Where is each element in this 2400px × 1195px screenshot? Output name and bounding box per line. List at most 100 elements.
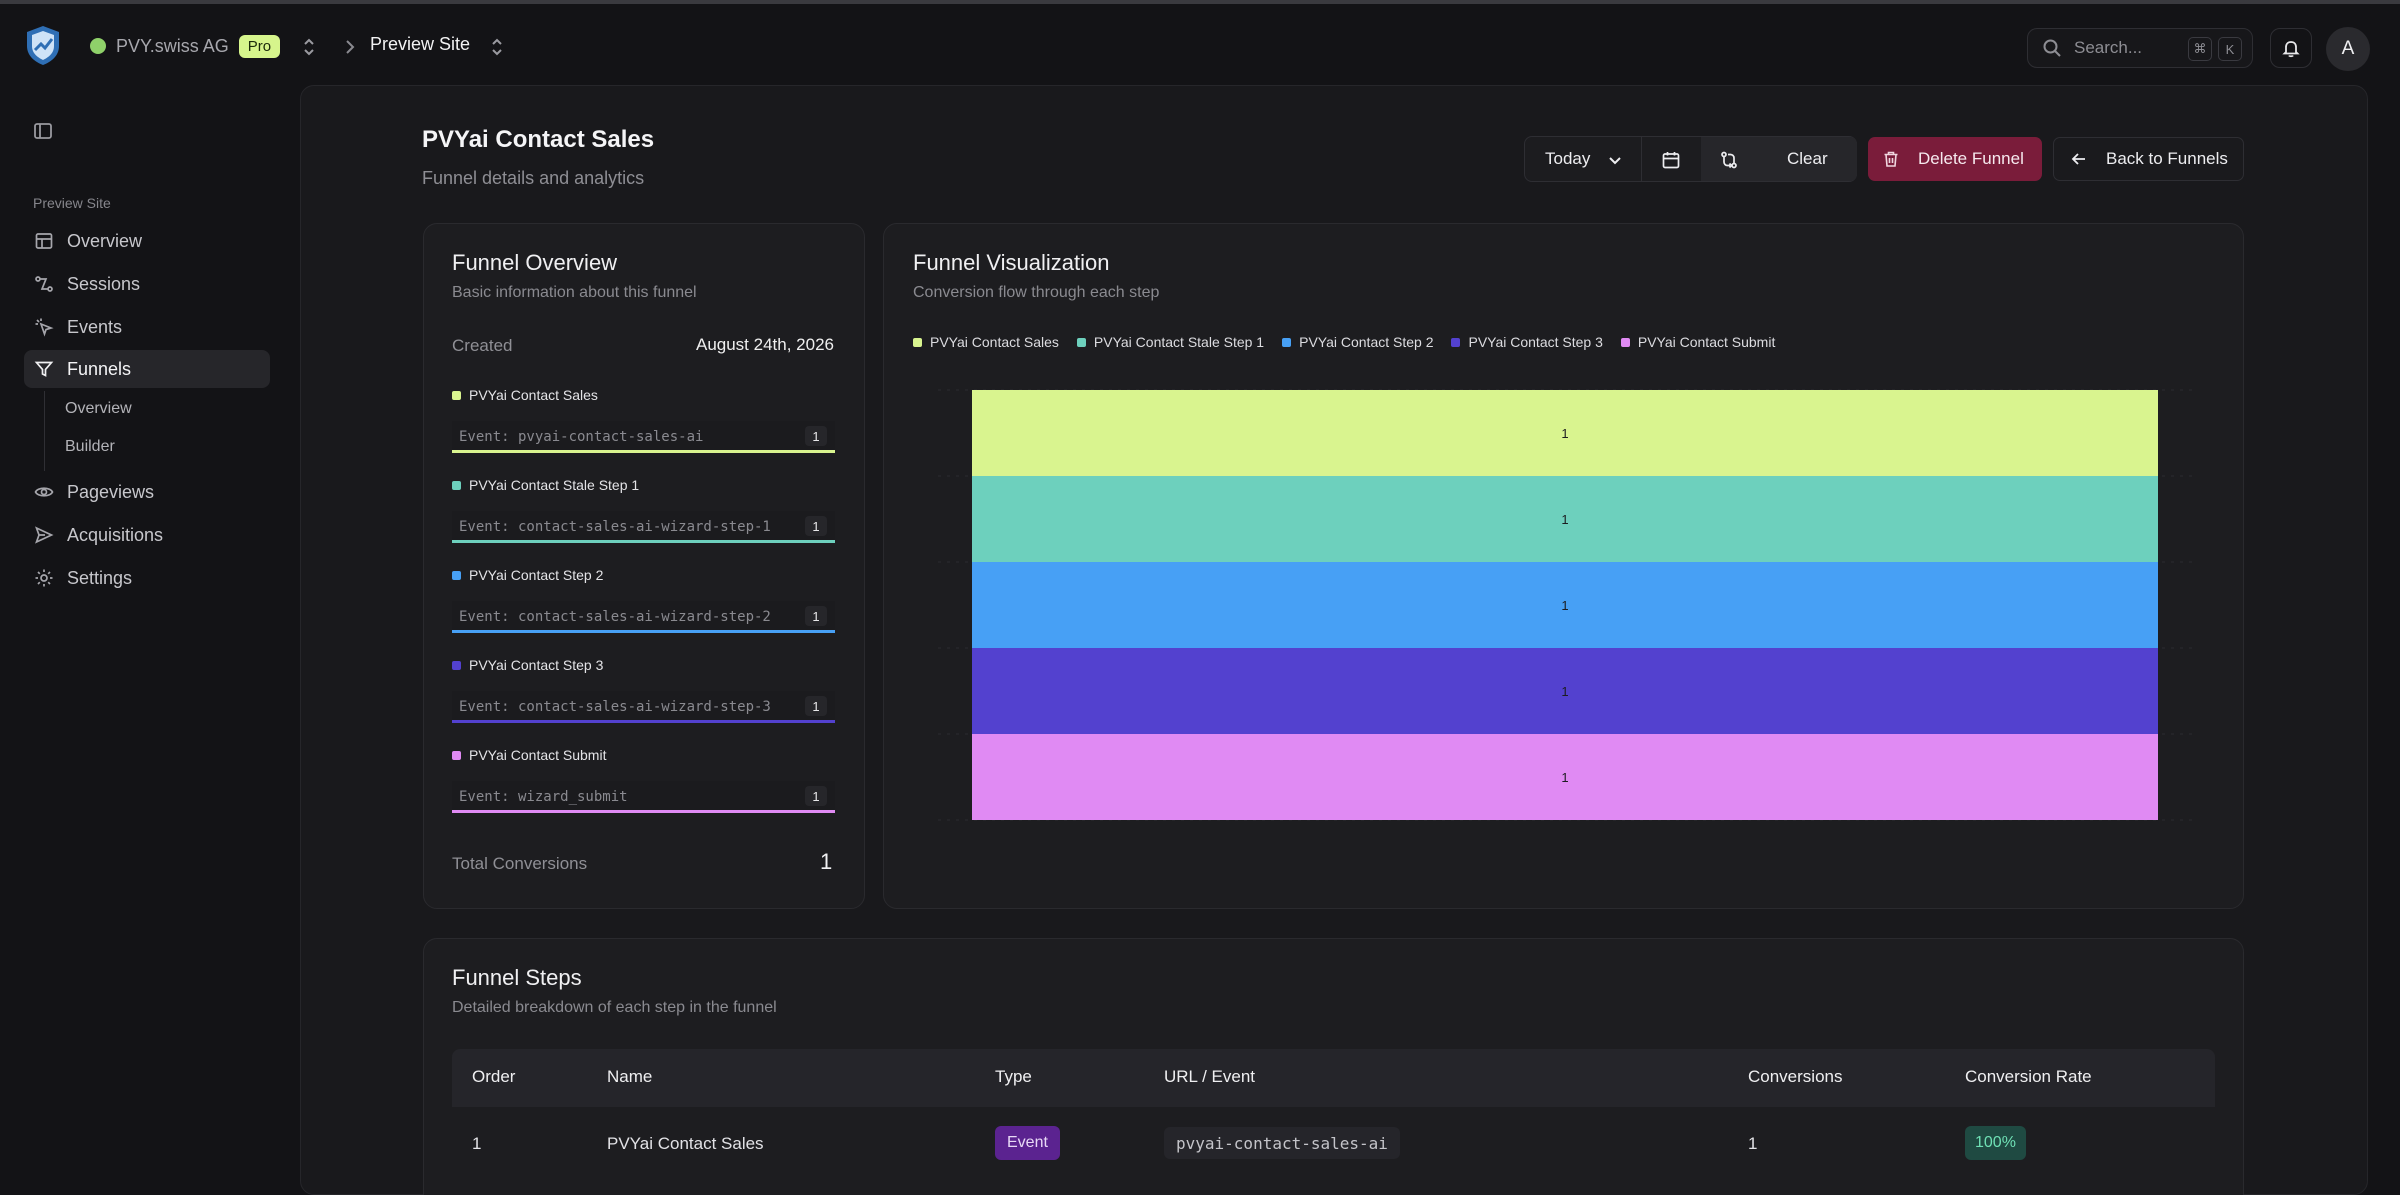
overview-step-5-event: Event: wizard_submit 1 [452,781,835,813]
legend-item[interactable]: PVYai Contact Submit [1620,334,1775,350]
send-icon [35,526,54,544]
steps-title: Funnel Steps [452,965,582,990]
sidebar-item-overview[interactable]: Overview [24,222,270,260]
date-range-select[interactable]: Today [1545,149,1591,168]
app-logo-icon[interactable] [24,24,62,66]
chart-bar-segment[interactable] [972,390,2158,476]
column-header-url-event[interactable]: URL / Event [1164,1067,1256,1086]
delete-funnel-label: Delete Funnel [1918,149,2024,168]
overview-title: Funnel Overview [452,250,618,275]
sidebar-item-events[interactable]: Events [24,308,270,346]
step-event-text: Event: wizard_submit [459,789,628,805]
row-url-event: pvyai-contact-sales-ai [1164,1127,1400,1159]
row-conversions: 1 [1748,1134,1758,1153]
overview-step-3-event: Event: contact-sales-ai-wizard-step-2 1 [452,601,835,633]
sidebar-toggle-icon[interactable] [33,121,53,141]
created-value: August 24th, 2026 [695,335,834,354]
org-chevron-updown-icon[interactable] [300,34,318,60]
legend-item[interactable]: PVYai Contact Step 3 [1451,334,1603,350]
step-count: 1 [805,606,827,626]
search-placeholder: Search... [2074,38,2143,57]
funnel-icon [34,361,54,377]
org-status-dot [90,38,106,54]
page-title: PVYai Contact Sales [422,126,655,153]
step-name: PVYai Contact Submit [469,747,607,763]
chart-bar-segment[interactable] [972,648,2158,734]
top-bar: PVY.swiss AG Pro Preview Site Search... … [0,4,2400,82]
column-header-type[interactable]: Type [995,1067,1032,1086]
chart-bar-segment[interactable] [972,562,2158,648]
sidebar-item-pageviews[interactable]: Pageviews [24,473,270,511]
sidebar-item-sessions[interactable]: Sessions [24,265,270,303]
back-to-funnels-button[interactable]: Back to Funnels [2053,137,2244,181]
legend-swatch [1282,337,1292,347]
sidebar-item-label: Overview [67,230,143,251]
site-name[interactable]: Preview Site [370,34,471,54]
org-switcher[interactable]: PVY.swiss AG Pro [90,32,281,60]
site-chevron-updown-icon[interactable] [488,34,506,60]
chart-data-label: 1 [1561,770,1568,785]
total-conversions-label: Total Conversions [452,854,588,873]
page-subtitle: Funnel details and analytics [422,168,645,188]
row-conversion-rate-badge: 100% [1965,1126,2026,1160]
delete-funnel-button[interactable]: Delete Funnel [1868,137,2042,181]
chart-data-label: 1 [1561,426,1568,441]
compare-clear-group [1701,137,1857,181]
step-name: PVYai Contact Step 3 [469,657,604,673]
calendar-icon[interactable] [1661,150,1681,170]
column-header-conversion-rate[interactable]: Conversion Rate [1965,1067,2092,1086]
overview-step-1-name: PVYai Contact Sales [452,387,598,403]
row-order: 1 [472,1134,482,1153]
clear-button[interactable]: Clear [1787,149,1828,168]
overview-step-2-event: Event: contact-sales-ai-wizard-step-1 1 [452,511,835,543]
back-to-funnels-label: Back to Funnels [2106,149,2228,168]
sidebar-item-acquisitions[interactable]: Acquisitions [24,516,270,554]
step-color-swatch [452,750,461,760]
bell-icon [2282,41,2300,58]
step-color-swatch [452,570,461,580]
arrow-left-icon [2071,153,2085,165]
step-color-swatch [452,390,461,400]
column-header-conversions[interactable]: Conversions [1748,1067,1843,1086]
sidebar-item-label: Settings [67,567,133,588]
trash-icon [1884,151,1898,167]
legend-swatch [1620,337,1630,347]
legend-swatch [1451,337,1461,347]
chart-bar-segment[interactable] [972,476,2158,562]
overview-step-5-name: PVYai Contact Submit [452,747,606,763]
date-toolbar: Today Clear [1524,136,1857,182]
cursor-click-icon [35,318,54,337]
funnel-chart: 1 1 1 1 1 [938,389,2192,821]
column-header-name[interactable]: Name [607,1067,653,1086]
step-count: 1 [805,786,827,806]
legend-label: PVYai Contact Sales [930,334,1059,350]
column-header-order[interactable]: Order [472,1067,516,1086]
legend-item[interactable]: PVYai Contact Sales [913,334,1059,350]
sidebar-subitem-overview[interactable]: Overview [65,400,132,417]
chart-data-label: 1 [1561,512,1568,527]
chevron-down-icon[interactable] [1607,152,1623,168]
chart-legend: PVYai Contact Sales PVYai Contact Stale … [913,334,1775,350]
overview-step-1-event: Event: pvyai-contact-sales-ai 1 [452,421,835,453]
sidebar-item-settings[interactable]: Settings [24,559,270,597]
shortcut-k-key: K [2218,37,2242,61]
legend-item[interactable]: PVYai Contact Stale Step 1 [1076,334,1265,350]
legend-item[interactable]: PVYai Contact Step 2 [1282,334,1433,350]
eye-icon [34,487,54,497]
overview-step-2-name: PVYai Contact Stale Step 1 [452,477,639,493]
gear-icon [35,569,53,587]
chart-bar-segment[interactable] [972,734,2158,820]
org-name: PVY.swiss AG [116,35,229,56]
sidebar-item-funnels[interactable]: Funnels [24,350,270,388]
compare-arrows-icon[interactable] [1719,150,1739,170]
chart-data-label: 1 [1561,598,1568,613]
step-name: PVYai Contact Step 2 [469,567,604,583]
legend-label: PVYai Contact Stale Step 1 [1093,334,1265,350]
visualization-subtitle: Conversion flow through each step [913,284,1160,301]
user-avatar[interactable]: A [2326,27,2370,71]
notifications-button[interactable] [2270,28,2312,68]
overview-step-4-name: PVYai Contact Step 3 [452,657,603,673]
sidebar-subitem-builder[interactable]: Builder [65,438,115,455]
step-name: PVYai Contact Sales [469,387,598,403]
search-input[interactable]: Search... ⌘ K [2027,28,2253,68]
